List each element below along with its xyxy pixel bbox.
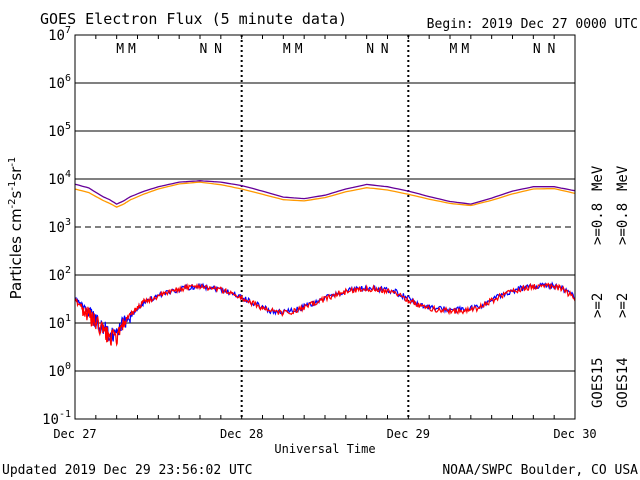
series-line	[74, 281, 576, 342]
x-tick-label: Dec 29	[387, 427, 430, 441]
x-axis-label: Universal Time	[274, 442, 375, 456]
orbit-marker: N	[200, 42, 208, 57]
y-tick-label: 105	[48, 121, 71, 140]
y-tick-labels: 107 106 105 104 103 102 101 100 10-1	[42, 25, 81, 428]
orbit-marker: N	[214, 42, 222, 57]
y-tick-label: 104	[48, 169, 71, 188]
legend-unit-1: MeV	[590, 165, 606, 191]
x-tick-label: Dec 30	[553, 427, 596, 441]
y-tick-label: 103	[48, 217, 71, 236]
orbit-marker: M	[116, 42, 124, 57]
orbit-marker: M	[295, 42, 303, 57]
series-line	[74, 282, 576, 347]
series-lines	[74, 180, 576, 347]
orbit-marker: N	[533, 42, 541, 57]
orbit-marker: M	[450, 42, 458, 57]
y-tick-label: 100	[48, 361, 71, 380]
x-tick-labels: Dec 27 Dec 28 Dec 29 Dec 30	[53, 427, 596, 441]
chart-title: GOES Electron Flux (5 minute data)	[40, 10, 347, 28]
x-tick-label: Dec 27	[53, 427, 96, 441]
legend-goes14: GOES14	[615, 357, 631, 408]
legend-goes15-2mev: >=2	[590, 293, 606, 318]
orbit-marker: M	[128, 42, 136, 57]
updated-timestamp: Updated 2019 Dec 29 23:56:02 UTC	[2, 463, 252, 478]
orbit-marker: N	[381, 42, 389, 57]
orbit-marker: N	[366, 42, 374, 57]
orbit-marker: M	[283, 42, 291, 57]
series-line	[74, 181, 576, 208]
x-tick-label: Dec 28	[220, 427, 263, 441]
y-tick-label: 10-1	[42, 409, 71, 428]
y-tick-label: 102	[48, 265, 71, 284]
y-tick-label: 106	[48, 73, 71, 92]
grid	[75, 35, 575, 419]
credit: NOAA/SWPC Boulder, CO USA	[442, 463, 638, 478]
y-tick-label: 101	[48, 313, 71, 332]
y-tick-label: 107	[48, 25, 71, 44]
legend-goes15-08mev: >=0.8	[590, 203, 606, 245]
legend-goes14-08mev: >=0.8	[615, 203, 631, 245]
series-line	[74, 180, 576, 205]
orbit-marker: N	[547, 42, 555, 57]
begin-time: Begin: 2019 Dec 27 0000 UTC	[427, 17, 638, 32]
orbit-marker: M	[461, 42, 469, 57]
y-axis-label: Particles cm-2s-1sr-1	[7, 157, 25, 300]
legend-unit-2: MeV	[615, 165, 631, 191]
legend-goes15: GOES15	[590, 357, 606, 408]
legend-goes14-2mev: >=2	[615, 293, 631, 318]
